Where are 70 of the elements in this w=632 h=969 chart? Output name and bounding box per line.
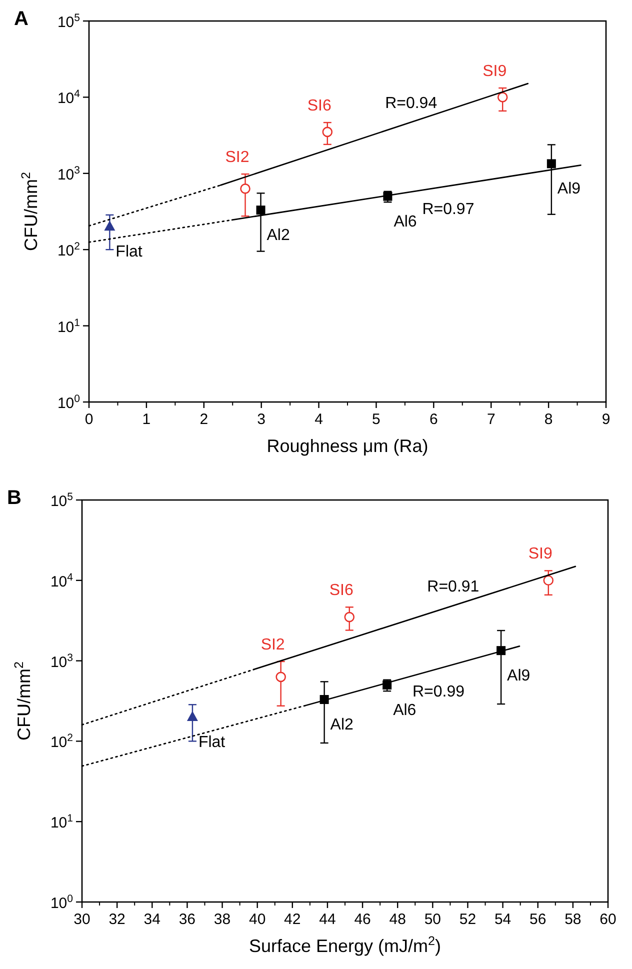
point	[276, 672, 286, 682]
y-tick-label: 10$^{4}$	[50, 571, 74, 590]
data-label: Flat	[198, 734, 226, 751]
data-label: Al9	[507, 668, 530, 685]
point	[240, 184, 250, 194]
x-tick-label: 6	[429, 411, 438, 428]
y-tick-label: 10$^{1}$	[50, 812, 74, 832]
x-tick-label: 56	[530, 911, 546, 928]
series-label: R=0.91	[427, 578, 480, 596]
x-tick-label: 36	[178, 911, 196, 928]
x-tick-label: 50	[424, 911, 442, 928]
x-tick-label: 32	[108, 911, 126, 928]
x-tick-label: 46	[354, 911, 371, 928]
point	[543, 575, 554, 586]
y-tick-label: 10$^{5}$	[50, 491, 74, 510]
x-tick-label: 60	[600, 911, 616, 928]
y-tick-label: 10$^{2}$	[57, 240, 80, 260]
data-label: SI9	[482, 63, 507, 80]
x-tick-label: 58	[564, 911, 582, 928]
y-tick-label: 10$^{1}$	[57, 316, 80, 336]
data-label: SI6	[307, 98, 332, 115]
point	[256, 206, 266, 215]
data-label: SI2	[225, 149, 250, 166]
y-tick-label: 10$^{0}$	[50, 893, 74, 912]
x-tick-label: 1	[142, 411, 151, 428]
point	[344, 612, 355, 622]
chart-title: B	[7, 487, 22, 509]
x-axis-title: Roughness μm (Ra)	[266, 436, 428, 456]
x-tick-label: 3	[257, 411, 266, 428]
x-tick-label: 4	[314, 411, 323, 428]
series-label: R=0.94	[385, 95, 438, 112]
x-tick-label: 40	[248, 911, 266, 928]
data-label: Al6	[394, 213, 417, 230]
x-tick-label: 34	[144, 911, 160, 928]
x-tick-label: 5	[372, 411, 380, 428]
x-tick-label: 48	[389, 911, 406, 928]
point	[186, 710, 198, 721]
x-tick-label: 8	[544, 411, 553, 428]
point	[104, 220, 116, 231]
y-tick-label: 10$^{3}$	[57, 164, 80, 184]
x-tick-label: 52	[459, 911, 476, 928]
data-label: Al2	[266, 227, 290, 244]
x-axis-title: Surface Energy (mJ/m$^{2}$)	[248, 934, 442, 956]
series-label: R=0.97	[422, 201, 474, 218]
x-tick-label: 38	[214, 911, 231, 928]
data-label: SI6	[329, 582, 354, 600]
y-tick-label: 10$^{2}$	[50, 732, 74, 752]
point	[497, 92, 508, 102]
data-label: SI2	[260, 636, 285, 654]
data-label: Al9	[557, 180, 581, 198]
x-tick-label: 9	[602, 411, 610, 428]
y-tick-label: 10$^{0}$	[57, 393, 80, 412]
point	[546, 159, 556, 168]
y-tick-label: 10$^{3}$	[50, 652, 74, 671]
data-label: Al6	[393, 702, 416, 720]
x-tick-label: 2	[200, 411, 208, 428]
y-tick-label: 10$^{5}$	[57, 12, 80, 31]
x-tick-label: 42	[284, 911, 301, 928]
x-tick-label: 54	[494, 911, 512, 928]
x-tick-label: 30	[74, 911, 90, 928]
data-label: Flat	[116, 244, 143, 261]
x-tick-label: 7	[486, 411, 496, 428]
x-tick-label: 0	[84, 411, 94, 428]
series-label: R=0.99	[412, 684, 465, 701]
x-tick-label: 44	[319, 911, 336, 928]
data-label: Al2	[330, 716, 354, 734]
chart-title: A	[14, 8, 28, 30]
point	[322, 126, 333, 138]
y-tick-label: 10$^{4}$	[57, 88, 80, 108]
data-label: SI9	[528, 546, 552, 563]
